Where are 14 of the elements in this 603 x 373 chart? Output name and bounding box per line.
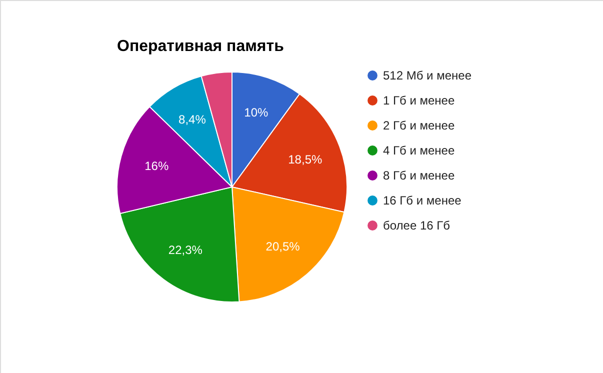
legend-label: 8 Гб и менее xyxy=(383,168,455,182)
data-label: 20,5% xyxy=(266,239,300,254)
data-label: 22,3% xyxy=(168,242,203,257)
data-label: 16% xyxy=(144,159,169,174)
legend-label: 4 Гб и менее xyxy=(383,144,455,158)
legend-label: более 16 Гб xyxy=(383,218,450,232)
data-label: 18,5% xyxy=(288,152,322,166)
legend-label: 16 Гб и менее xyxy=(383,194,462,208)
legend-label: 512 Мб и менее xyxy=(383,68,472,82)
legend-label: 2 Гб и менее xyxy=(383,118,455,132)
legend-label: 1 Гб и менее xyxy=(383,94,455,108)
chart-title: Оперативная память xyxy=(117,38,284,55)
data-label: 10% xyxy=(244,106,268,120)
data-label: 8,4% xyxy=(178,112,206,127)
